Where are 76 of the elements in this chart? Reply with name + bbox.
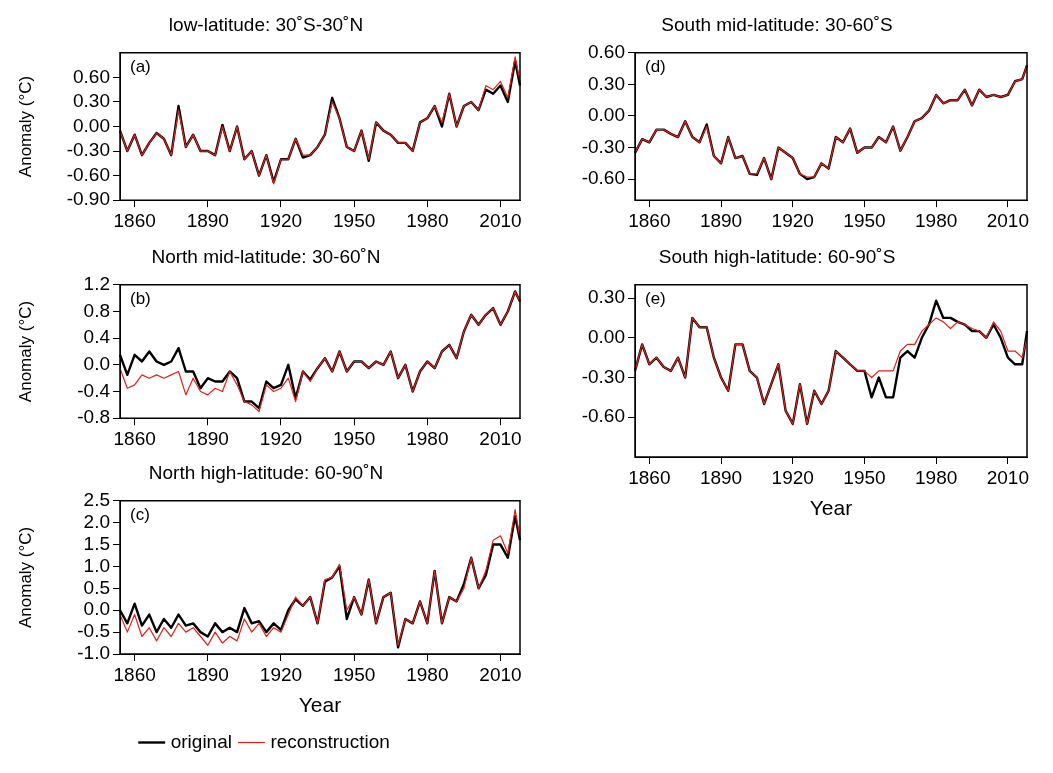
x-tick-label: 2010 (479, 427, 522, 449)
x-tick-label: 1950 (843, 466, 886, 488)
x-tick-label: 2010 (479, 663, 522, 685)
x-tick-label: 1950 (333, 427, 376, 449)
x-tick-label: 2010 (986, 209, 1030, 231)
y-tick-label: -0.60 (581, 405, 625, 427)
y-tick-label: 0.00 (588, 326, 625, 348)
y-tick-label: 0.60 (73, 65, 110, 87)
y-tick-label: 0.8 (83, 299, 110, 321)
x-tick-label: 1890 (699, 466, 743, 488)
chart-title: low-latitude: 30˚S-30˚N (168, 13, 364, 35)
x-tick-label: 1860 (113, 209, 156, 231)
y-tick-label: 0.5 (83, 576, 110, 598)
x-tick-label: 1860 (113, 427, 156, 449)
x-tick-label: 1860 (113, 663, 156, 685)
y-tick-label: -0.60 (581, 167, 625, 189)
y-tick-label: 2.5 (83, 489, 110, 511)
y-tick-label: 1.2 (83, 273, 110, 295)
y-tick-label: -0.30 (581, 365, 625, 387)
x-tick-label: 1890 (699, 209, 743, 231)
y-tick-label: -0.4 (77, 379, 111, 401)
x-tick-label: 1920 (771, 466, 814, 488)
x-tick-label: 2010 (986, 466, 1030, 488)
y-tick-label: 0.00 (588, 104, 625, 126)
x-tick-label: 1920 (259, 663, 303, 685)
x-axis-title: Year (809, 496, 853, 520)
chart-title: North high-latitude: 60-90˚N (148, 461, 384, 483)
x-tick-label: 1920 (259, 209, 303, 231)
x-tick-label: 1890 (186, 663, 229, 685)
y-tick-label: 1.0 (83, 554, 110, 576)
x-tick-label: 1920 (771, 209, 814, 231)
legend-label: reconstruction (270, 730, 390, 752)
y-tick-label: -0.30 (581, 135, 625, 157)
y-tick-label: 0.30 (588, 286, 625, 308)
annotation: (e) (645, 288, 666, 308)
y-tick-label: 0.30 (73, 90, 110, 112)
x-tick-label: 1980 (915, 466, 958, 488)
x-tick-label: 1950 (843, 209, 886, 231)
y-tick-label: 0.0 (83, 598, 110, 620)
x-tick-label: 1980 (406, 663, 449, 685)
annotation: (a) (130, 56, 151, 76)
y-tick-label: 0.0 (83, 353, 110, 375)
legend-label: original (170, 730, 232, 752)
y-tick-label: -1.0 (77, 642, 110, 664)
y-tick-label: 0.30 (588, 72, 625, 94)
x-axis-title: Year (298, 693, 342, 717)
y-axis-title: Anomaly (°C) (15, 526, 35, 629)
y-tick-label: 0.00 (73, 114, 110, 136)
y-tick-label: 1.5 (83, 532, 110, 554)
x-tick-label: 1980 (915, 209, 958, 231)
y-tick-label: 0.4 (83, 326, 111, 348)
y-axis-title: Anomaly (°C) (15, 75, 35, 178)
x-tick-label: 1920 (259, 427, 303, 449)
x-tick-label: 1980 (406, 209, 449, 231)
y-tick-label: 0.60 (588, 41, 625, 63)
x-tick-label: 1890 (186, 209, 229, 231)
annotation: (c) (130, 504, 150, 524)
annotation: (d) (645, 56, 666, 76)
chart-title: South high-latitude: 60-90˚S (658, 245, 896, 267)
x-tick-label: 1860 (628, 466, 671, 488)
x-tick-label: 1950 (333, 209, 376, 231)
y-tick-label: -0.5 (77, 620, 110, 642)
x-tick-label: 1980 (406, 427, 449, 449)
y-tick-label: -0.8 (77, 406, 110, 428)
x-tick-label: 1860 (628, 209, 671, 231)
y-tick-label: -0.60 (66, 163, 110, 185)
y-tick-label: 2.0 (83, 510, 110, 532)
annotation: (b) (130, 288, 151, 308)
y-axis-title: Anomaly (°C) (15, 300, 35, 403)
y-tick-label: -0.30 (66, 139, 110, 161)
chart-title: North mid-latitude: 30-60˚N (151, 245, 381, 267)
chart-title: South mid-latitude: 30-60˚S (661, 13, 893, 35)
x-tick-label: 2010 (479, 209, 522, 231)
y-tick-label: -0.90 (66, 188, 110, 210)
x-tick-label: 1890 (186, 427, 229, 449)
x-tick-label: 1950 (333, 663, 376, 685)
